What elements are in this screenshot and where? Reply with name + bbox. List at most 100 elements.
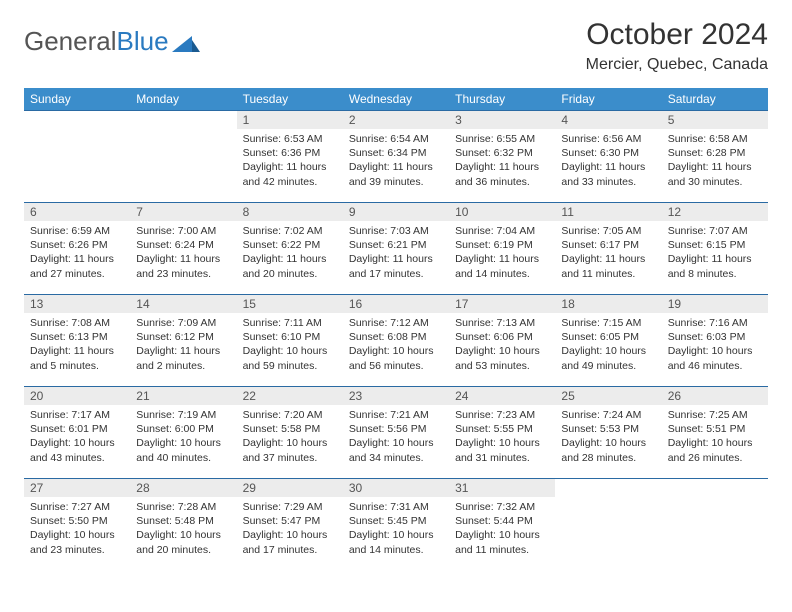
day-details: Sunrise: 6:54 AMSunset: 6:34 PMDaylight:…: [343, 129, 449, 192]
day-details: Sunrise: 7:08 AMSunset: 6:13 PMDaylight:…: [24, 313, 130, 376]
day-number: 31: [449, 479, 555, 497]
day-details: Sunrise: 7:32 AMSunset: 5:44 PMDaylight:…: [449, 497, 555, 560]
day-details: Sunrise: 7:31 AMSunset: 5:45 PMDaylight:…: [343, 497, 449, 560]
day-details: Sunrise: 6:56 AMSunset: 6:30 PMDaylight:…: [555, 129, 661, 192]
day-number: 9: [343, 203, 449, 221]
calendar-cell: 21Sunrise: 7:19 AMSunset: 6:00 PMDayligh…: [130, 387, 236, 479]
title-block: October 2024 Mercier, Quebec, Canada: [586, 18, 768, 74]
logo-triangle-icon: [172, 34, 200, 55]
day-details: Sunrise: 7:12 AMSunset: 6:08 PMDaylight:…: [343, 313, 449, 376]
calendar-cell: 7Sunrise: 7:00 AMSunset: 6:24 PMDaylight…: [130, 203, 236, 295]
day-details: Sunrise: 7:20 AMSunset: 5:58 PMDaylight:…: [237, 405, 343, 468]
day-number: 29: [237, 479, 343, 497]
day-details: Sunrise: 7:23 AMSunset: 5:55 PMDaylight:…: [449, 405, 555, 468]
calendar-cell: 30Sunrise: 7:31 AMSunset: 5:45 PMDayligh…: [343, 479, 449, 571]
calendar-cell: 13Sunrise: 7:08 AMSunset: 6:13 PMDayligh…: [24, 295, 130, 387]
calendar-cell: 28Sunrise: 7:28 AMSunset: 5:48 PMDayligh…: [130, 479, 236, 571]
day-header: Thursday: [449, 88, 555, 111]
day-details: Sunrise: 6:59 AMSunset: 6:26 PMDaylight:…: [24, 221, 130, 284]
day-number: 18: [555, 295, 661, 313]
day-number: 25: [555, 387, 661, 405]
calendar-week-row: 20Sunrise: 7:17 AMSunset: 6:01 PMDayligh…: [24, 387, 768, 479]
day-number: 22: [237, 387, 343, 405]
day-details: Sunrise: 7:28 AMSunset: 5:48 PMDaylight:…: [130, 497, 236, 560]
day-details: Sunrise: 7:09 AMSunset: 6:12 PMDaylight:…: [130, 313, 236, 376]
calendar-week-row: 1Sunrise: 6:53 AMSunset: 6:36 PMDaylight…: [24, 111, 768, 203]
calendar-cell: 1Sunrise: 6:53 AMSunset: 6:36 PMDaylight…: [237, 111, 343, 203]
day-number: 1: [237, 111, 343, 129]
day-header: Friday: [555, 88, 661, 111]
day-header: Tuesday: [237, 88, 343, 111]
day-number: 6: [24, 203, 130, 221]
day-number: 24: [449, 387, 555, 405]
calendar-cell: [662, 479, 768, 571]
day-number: 5: [662, 111, 768, 129]
day-details: Sunrise: 7:04 AMSunset: 6:19 PMDaylight:…: [449, 221, 555, 284]
calendar-cell: 27Sunrise: 7:27 AMSunset: 5:50 PMDayligh…: [24, 479, 130, 571]
calendar-cell: 24Sunrise: 7:23 AMSunset: 5:55 PMDayligh…: [449, 387, 555, 479]
calendar-cell: [555, 479, 661, 571]
day-details: Sunrise: 7:05 AMSunset: 6:17 PMDaylight:…: [555, 221, 661, 284]
calendar-cell: 4Sunrise: 6:56 AMSunset: 6:30 PMDaylight…: [555, 111, 661, 203]
day-number: 3: [449, 111, 555, 129]
day-details: Sunrise: 7:17 AMSunset: 6:01 PMDaylight:…: [24, 405, 130, 468]
day-details: Sunrise: 7:03 AMSunset: 6:21 PMDaylight:…: [343, 221, 449, 284]
calendar-body: 1Sunrise: 6:53 AMSunset: 6:36 PMDaylight…: [24, 111, 768, 571]
calendar-cell: [24, 111, 130, 203]
logo-word1: General: [24, 26, 117, 56]
calendar-cell: 31Sunrise: 7:32 AMSunset: 5:44 PMDayligh…: [449, 479, 555, 571]
day-number: 30: [343, 479, 449, 497]
calendar-cell: 3Sunrise: 6:55 AMSunset: 6:32 PMDaylight…: [449, 111, 555, 203]
logo: GeneralBlue: [24, 26, 200, 57]
day-number: 27: [24, 479, 130, 497]
day-header-row: SundayMondayTuesdayWednesdayThursdayFrid…: [24, 88, 768, 111]
calendar-week-row: 6Sunrise: 6:59 AMSunset: 6:26 PMDaylight…: [24, 203, 768, 295]
day-details: Sunrise: 7:02 AMSunset: 6:22 PMDaylight:…: [237, 221, 343, 284]
calendar-cell: 8Sunrise: 7:02 AMSunset: 6:22 PMDaylight…: [237, 203, 343, 295]
day-details: Sunrise: 7:24 AMSunset: 5:53 PMDaylight:…: [555, 405, 661, 468]
calendar-cell: 6Sunrise: 6:59 AMSunset: 6:26 PMDaylight…: [24, 203, 130, 295]
day-header: Wednesday: [343, 88, 449, 111]
location: Mercier, Quebec, Canada: [586, 56, 768, 74]
day-details: Sunrise: 7:07 AMSunset: 6:15 PMDaylight:…: [662, 221, 768, 284]
day-number: 21: [130, 387, 236, 405]
day-header: Monday: [130, 88, 236, 111]
day-details: Sunrise: 7:13 AMSunset: 6:06 PMDaylight:…: [449, 313, 555, 376]
day-number: 23: [343, 387, 449, 405]
calendar-week-row: 27Sunrise: 7:27 AMSunset: 5:50 PMDayligh…: [24, 479, 768, 571]
day-number: 17: [449, 295, 555, 313]
calendar-cell: 2Sunrise: 6:54 AMSunset: 6:34 PMDaylight…: [343, 111, 449, 203]
day-number: 14: [130, 295, 236, 313]
day-number: 20: [24, 387, 130, 405]
calendar-cell: 20Sunrise: 7:17 AMSunset: 6:01 PMDayligh…: [24, 387, 130, 479]
logo-text: GeneralBlue: [24, 26, 169, 57]
day-header: Saturday: [662, 88, 768, 111]
header: GeneralBlue October 2024 Mercier, Quebec…: [24, 18, 768, 74]
day-details: Sunrise: 7:25 AMSunset: 5:51 PMDaylight:…: [662, 405, 768, 468]
day-number: 12: [662, 203, 768, 221]
day-details: Sunrise: 7:11 AMSunset: 6:10 PMDaylight:…: [237, 313, 343, 376]
calendar-cell: 14Sunrise: 7:09 AMSunset: 6:12 PMDayligh…: [130, 295, 236, 387]
day-number: 13: [24, 295, 130, 313]
day-number: 11: [555, 203, 661, 221]
day-number: 26: [662, 387, 768, 405]
day-header: Sunday: [24, 88, 130, 111]
calendar-cell: 10Sunrise: 7:04 AMSunset: 6:19 PMDayligh…: [449, 203, 555, 295]
day-number: 4: [555, 111, 661, 129]
calendar-cell: 22Sunrise: 7:20 AMSunset: 5:58 PMDayligh…: [237, 387, 343, 479]
calendar-cell: 12Sunrise: 7:07 AMSunset: 6:15 PMDayligh…: [662, 203, 768, 295]
day-number: 19: [662, 295, 768, 313]
calendar-cell: 23Sunrise: 7:21 AMSunset: 5:56 PMDayligh…: [343, 387, 449, 479]
calendar-table: SundayMondayTuesdayWednesdayThursdayFrid…: [24, 88, 768, 571]
calendar-cell: 15Sunrise: 7:11 AMSunset: 6:10 PMDayligh…: [237, 295, 343, 387]
day-details: Sunrise: 6:58 AMSunset: 6:28 PMDaylight:…: [662, 129, 768, 192]
day-details: Sunrise: 7:29 AMSunset: 5:47 PMDaylight:…: [237, 497, 343, 560]
day-number: 15: [237, 295, 343, 313]
day-number: 16: [343, 295, 449, 313]
calendar-cell: 11Sunrise: 7:05 AMSunset: 6:17 PMDayligh…: [555, 203, 661, 295]
calendar-cell: 19Sunrise: 7:16 AMSunset: 6:03 PMDayligh…: [662, 295, 768, 387]
calendar-cell: 29Sunrise: 7:29 AMSunset: 5:47 PMDayligh…: [237, 479, 343, 571]
day-details: Sunrise: 7:21 AMSunset: 5:56 PMDaylight:…: [343, 405, 449, 468]
day-details: Sunrise: 6:55 AMSunset: 6:32 PMDaylight:…: [449, 129, 555, 192]
calendar-cell: 17Sunrise: 7:13 AMSunset: 6:06 PMDayligh…: [449, 295, 555, 387]
